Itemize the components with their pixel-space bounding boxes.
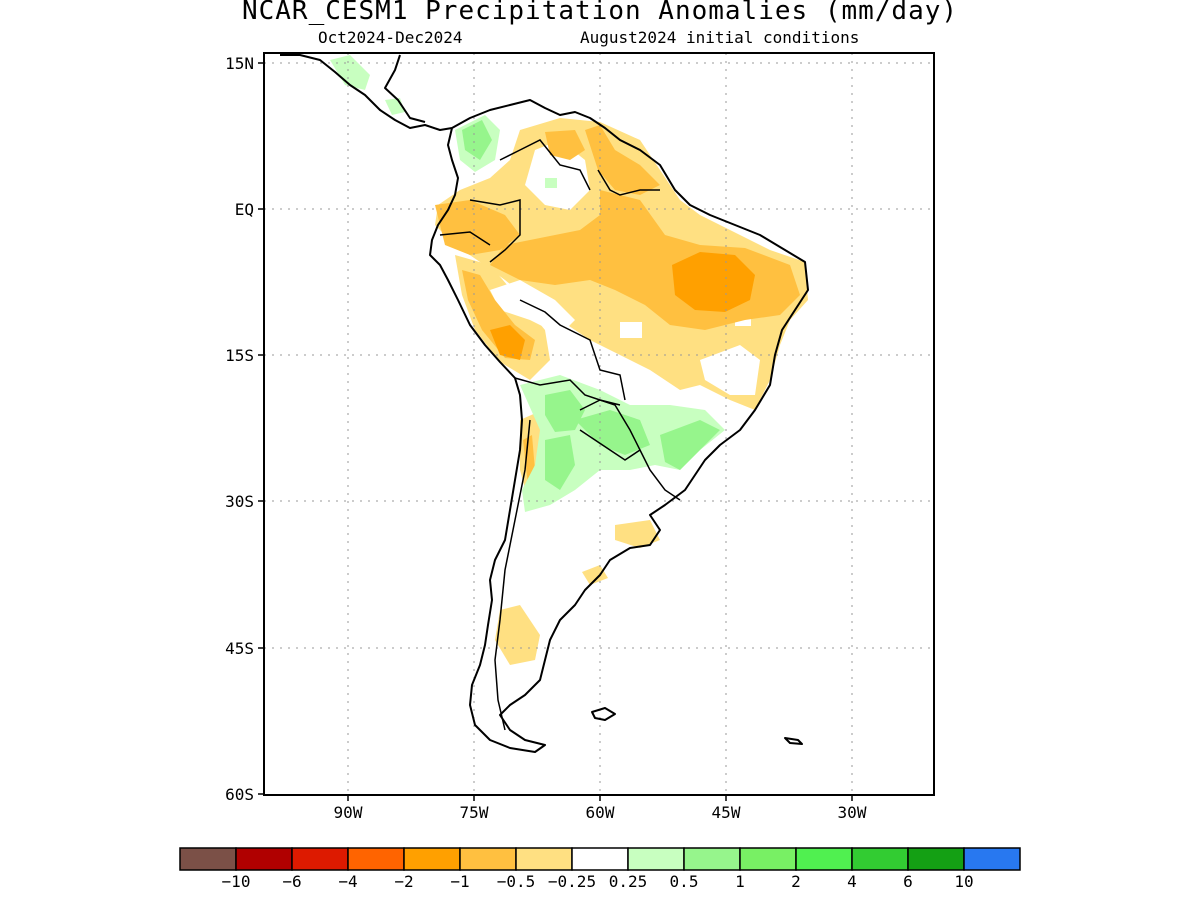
legend-label: −6 bbox=[282, 872, 301, 891]
color-legend: −10 −6 −4 −2 −1 −0.5 −0.25 0.25 0.5 1 2 4 6 10 bbox=[179, 847, 1021, 891]
legend-swatch bbox=[795, 847, 853, 871]
border bbox=[499, 139, 591, 191]
map-title: NCAR_CESM1 Precipitation Anomalies (mm/d… bbox=[241, 0, 959, 26]
anomaly-dark-orange-brazil bbox=[672, 252, 755, 312]
legend-swatch bbox=[179, 847, 237, 871]
legend-label: −1 bbox=[450, 872, 469, 891]
legend-swatch bbox=[571, 847, 629, 871]
lon-label: 30W bbox=[838, 803, 867, 822]
anomaly-green-brazil-se bbox=[660, 420, 720, 470]
forecast-period: Oct2024-Dec2024 bbox=[318, 28, 463, 47]
legend-label: 0.5 bbox=[670, 872, 699, 891]
anomaly-light-orange-uruguay bbox=[615, 520, 660, 548]
anomaly-neutral-patch bbox=[490, 280, 575, 335]
border bbox=[494, 419, 531, 731]
legend-swatch bbox=[459, 847, 517, 871]
lat-label: 15S bbox=[225, 346, 254, 365]
legend-label: 4 bbox=[847, 872, 857, 891]
axis-ticks bbox=[258, 62, 853, 801]
lat-label: 60S bbox=[225, 785, 254, 804]
anomaly-green-paraguay bbox=[575, 410, 650, 455]
coastline-falklands bbox=[591, 707, 616, 721]
country-borders bbox=[439, 139, 681, 731]
legend-label: −0.5 bbox=[497, 872, 536, 891]
border bbox=[469, 199, 521, 263]
legend-label: 6 bbox=[903, 872, 913, 891]
anomaly-light-green-patch bbox=[545, 178, 557, 188]
legend-label: 2 bbox=[791, 872, 801, 891]
latitude-labels: 15N EQ 15S 30S 45S 60S bbox=[225, 54, 254, 804]
anomaly-orange-guiana bbox=[585, 125, 660, 195]
lat-label: EQ bbox=[235, 200, 254, 219]
legend-swatch bbox=[963, 847, 1021, 871]
border bbox=[639, 449, 681, 501]
map-frame bbox=[263, 52, 935, 796]
legend-swatch bbox=[739, 847, 797, 871]
anomaly-light-orange-patagonia bbox=[495, 605, 540, 665]
legend-swatch bbox=[683, 847, 741, 871]
lon-label: 75W bbox=[460, 803, 489, 822]
border bbox=[597, 169, 660, 196]
lat-label: 45S bbox=[225, 639, 254, 658]
legend-swatch bbox=[907, 847, 965, 871]
legend-swatch bbox=[627, 847, 685, 871]
coastline-central-america bbox=[280, 54, 453, 131]
anomaly-shading bbox=[330, 55, 808, 665]
anomaly-neutral-patch bbox=[700, 345, 760, 395]
legend-label: 1 bbox=[735, 872, 745, 891]
anomaly-neutral-patch bbox=[620, 322, 642, 338]
legend-swatch bbox=[291, 847, 349, 871]
lon-label: 60W bbox=[586, 803, 615, 822]
lat-label: 30S bbox=[225, 492, 254, 511]
legend-swatch bbox=[235, 847, 293, 871]
legend-label: −10 bbox=[222, 872, 251, 891]
anomaly-green-argentina bbox=[545, 435, 575, 490]
legend-label: 0.25 bbox=[609, 872, 648, 891]
legend-swatch bbox=[851, 847, 909, 871]
lon-label: 90W bbox=[334, 803, 363, 822]
lat-label: 15N bbox=[225, 54, 254, 73]
legend-label: −2 bbox=[394, 872, 413, 891]
coastline-south-georgia bbox=[784, 737, 803, 745]
legend-swatch bbox=[347, 847, 405, 871]
coastlines bbox=[280, 54, 809, 753]
anomaly-dark-orange-peru bbox=[490, 325, 525, 360]
anomaly-green-colombia bbox=[462, 120, 492, 160]
initial-conditions: August2024 initial conditions bbox=[580, 28, 860, 47]
anomaly-light-orange-pampa bbox=[582, 565, 608, 585]
legend-swatch bbox=[515, 847, 573, 871]
legend-label: −4 bbox=[338, 872, 357, 891]
border bbox=[439, 231, 491, 246]
anomaly-orange-west bbox=[435, 200, 520, 255]
anomaly-light-green-central-america bbox=[330, 55, 370, 90]
legend-label: −0.25 bbox=[548, 872, 596, 891]
legend-label: 10 bbox=[954, 872, 973, 891]
longitude-labels: 90W 75W 60W 45W 30W bbox=[334, 803, 867, 822]
coastline-caribbean bbox=[384, 54, 426, 123]
lon-label: 45W bbox=[712, 803, 741, 822]
coastline-south-america bbox=[429, 99, 809, 753]
legend-swatch bbox=[403, 847, 461, 871]
border bbox=[519, 299, 626, 401]
anomaly-orange-venezuela bbox=[545, 130, 585, 160]
anomaly-green-bolivia bbox=[545, 390, 585, 432]
